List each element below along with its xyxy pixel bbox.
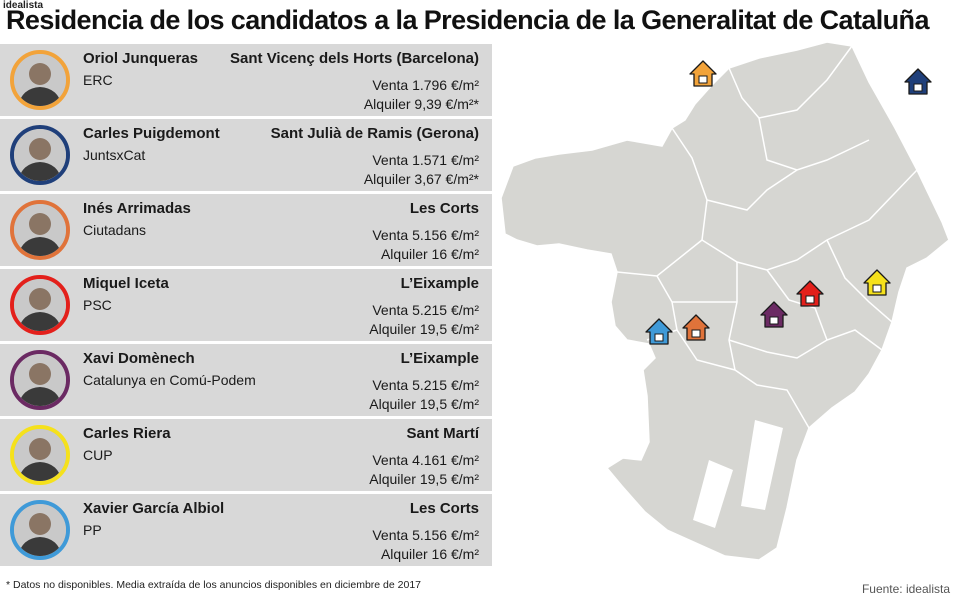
sale-price: Venta 1.796 €/m² (372, 77, 479, 93)
avatar (10, 50, 70, 110)
candidate-name: Carles Puigdemont (83, 125, 220, 142)
barcelona-map (500, 41, 950, 561)
house-icon (863, 269, 891, 296)
avatar (10, 425, 70, 485)
sale-price: Venta 4.161 €/m² (372, 452, 479, 468)
footnote: * Datos no disponibles. Media extraída d… (6, 579, 422, 591)
person-silhouette-icon (14, 504, 66, 556)
candidate-row: Carles Puigdemont JuntsxCat Sant Julià d… (0, 119, 492, 194)
sale-price: Venta 1.571 €/m² (372, 152, 479, 168)
candidate-name: Carles Riera (83, 425, 171, 442)
house-icon (682, 314, 710, 341)
rent-price: Alquiler 9,39 €/m²* (363, 96, 479, 112)
candidate-party: JuntsxCat (83, 147, 146, 163)
person-silhouette-icon (14, 54, 66, 106)
person-silhouette-icon (14, 279, 66, 331)
sale-price: Venta 5.215 €/m² (372, 377, 479, 393)
house-icon (796, 280, 824, 307)
rent-price: Alquiler 19,5 €/m² (369, 396, 479, 412)
avatar (10, 200, 70, 260)
candidate-party: ERC (83, 72, 113, 88)
avatar (10, 275, 70, 335)
house-icon (760, 301, 788, 328)
rent-price: Alquiler 19,5 €/m² (369, 321, 479, 337)
candidate-party: PSC (83, 297, 112, 313)
residence-place: Sant Julià de Ramis (Gerona) (270, 125, 479, 142)
candidate-party: Ciutadans (83, 222, 147, 238)
candidate-row: Miquel Iceta PSC L’Eixample Venta 5.215 … (0, 269, 492, 344)
residence-place: L’Eixample (400, 275, 479, 292)
sale-price: Venta 5.215 €/m² (372, 302, 479, 318)
source-credit: Fuente: idealista (861, 582, 950, 596)
residence-place: Sant Vicenç dels Horts (Barcelona) (230, 50, 479, 67)
candidate-party: PP (83, 522, 102, 538)
person-silhouette-icon (14, 204, 66, 256)
avatar (10, 125, 70, 185)
avatar (10, 350, 70, 410)
candidate-row: Inés Arrimadas Ciutadans Les Corts Venta… (0, 194, 492, 269)
port-piers (693, 420, 783, 528)
sale-price: Venta 5.156 €/m² (372, 227, 479, 243)
candidate-row: Oriol Junqueras ERC Sant Vicenç dels Hor… (0, 42, 492, 119)
residence-place: L’Eixample (400, 350, 479, 367)
candidate-row: Xavi Domènech Catalunya en Comú-Podem L’… (0, 344, 492, 419)
avatar (10, 500, 70, 560)
candidate-name: Xavi Domènech (83, 350, 195, 367)
candidate-name: Xavier García Albiol (83, 500, 225, 517)
brand-logo: idealista (3, 0, 44, 11)
person-silhouette-icon (14, 429, 66, 481)
rent-price: Alquiler 16 €/m² (380, 246, 479, 262)
rent-price: Alquiler 16 €/m² (380, 546, 479, 562)
rent-price: Alquiler 3,67 €/m²* (363, 171, 479, 187)
person-silhouette-icon (14, 354, 66, 406)
candidate-party: CUP (83, 447, 113, 463)
candidate-name: Miquel Iceta (83, 275, 169, 292)
residence-place: Sant Martí (406, 425, 479, 442)
candidate-party: Catalunya en Comú-Podem (83, 372, 256, 388)
house-icon (904, 68, 932, 95)
candidate-row: Xavier García Albiol PP Les Corts Venta … (0, 494, 492, 569)
rent-price: Alquiler 19,5 €/m² (369, 471, 479, 487)
sale-price: Venta 5.156 €/m² (372, 527, 479, 543)
city-outline (500, 41, 950, 561)
residence-place: Les Corts (409, 200, 479, 217)
house-icon (645, 318, 673, 345)
candidate-name: Inés Arrimadas (83, 200, 191, 217)
person-silhouette-icon (14, 129, 66, 181)
page-title: Residencia de los candidatos a la Presid… (6, 5, 929, 35)
house-icon (689, 60, 717, 87)
residence-place: Les Corts (409, 500, 479, 517)
candidate-row: Carles Riera CUP Sant Martí Venta 4.161 … (0, 419, 492, 494)
candidate-name: Oriol Junqueras (83, 50, 199, 67)
candidate-list: Oriol Junqueras ERC Sant Vicenç dels Hor… (0, 42, 492, 569)
